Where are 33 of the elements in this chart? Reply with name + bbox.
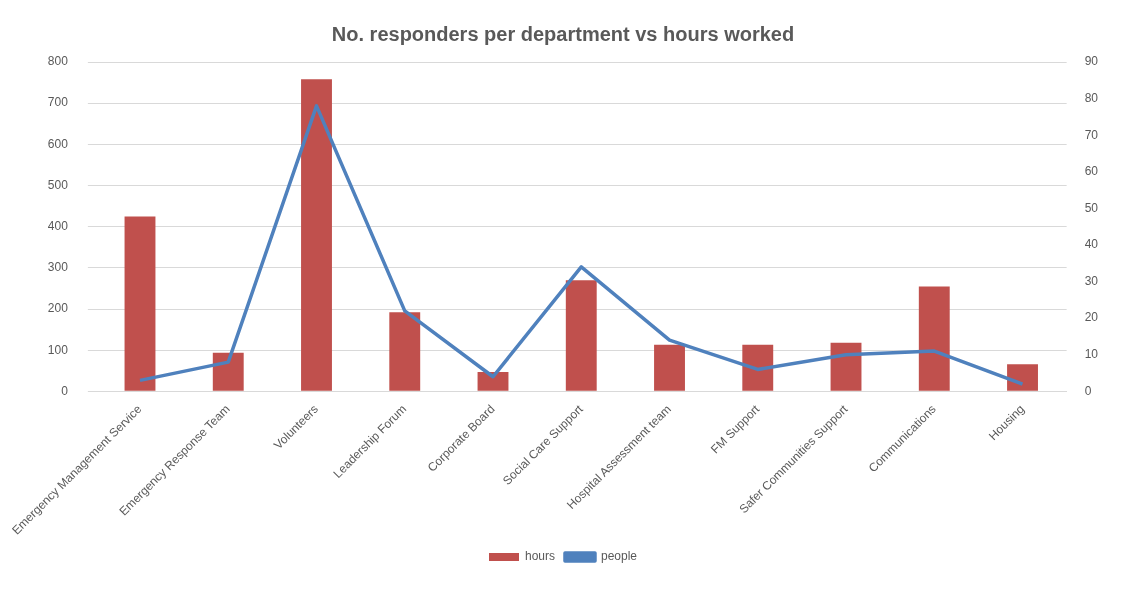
- bar: [565, 280, 597, 391]
- bar: [918, 286, 950, 391]
- y-tick-label: 700: [47, 95, 69, 110]
- y-tick-label: 500: [47, 177, 69, 192]
- bar: [830, 342, 862, 391]
- chart-title: No. responders per department vs hours worked: [331, 22, 795, 45]
- legend-label: people: [600, 549, 638, 564]
- bar: [742, 344, 774, 391]
- y2-tick-label: 30: [1084, 273, 1099, 288]
- y2-tick-label: 90: [1084, 54, 1099, 69]
- y-tick-label: 800: [47, 54, 69, 69]
- y2-tick-label: 20: [1084, 310, 1099, 325]
- bar: [212, 352, 244, 391]
- y2-tick-label: 40: [1084, 237, 1099, 252]
- y-tick-label: 600: [47, 136, 69, 151]
- y-tick-label: 100: [47, 342, 69, 357]
- y2-tick-label: 50: [1084, 200, 1099, 215]
- y-tick-label: 0: [61, 383, 69, 398]
- y2-tick-label: 80: [1084, 90, 1099, 105]
- bar: [477, 372, 509, 391]
- y2-tick-label: 0: [1084, 383, 1092, 398]
- y-tick-label: 400: [47, 219, 69, 233]
- bar: [301, 79, 332, 391]
- bar: [124, 216, 156, 391]
- bar: [654, 344, 685, 391]
- y-tick-label: 300: [47, 260, 69, 275]
- y2-tick-label: 70: [1084, 127, 1099, 142]
- bar: [1007, 364, 1038, 391]
- y2-tick-label: 10: [1084, 347, 1099, 362]
- bar: [389, 312, 421, 391]
- y-tick-label: 200: [47, 301, 69, 316]
- legend-label: hours: [524, 549, 555, 564]
- y2-tick-label: 60: [1084, 164, 1099, 179]
